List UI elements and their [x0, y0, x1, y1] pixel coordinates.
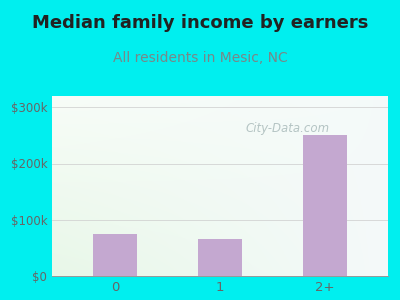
Bar — [303, 135, 347, 276]
Text: All residents in Mesic, NC: All residents in Mesic, NC — [113, 51, 287, 65]
Bar — [93, 234, 137, 276]
Text: City-Data.com: City-Data.com — [245, 122, 329, 135]
Text: Median family income by earners: Median family income by earners — [32, 14, 368, 32]
Bar — [198, 239, 242, 276]
